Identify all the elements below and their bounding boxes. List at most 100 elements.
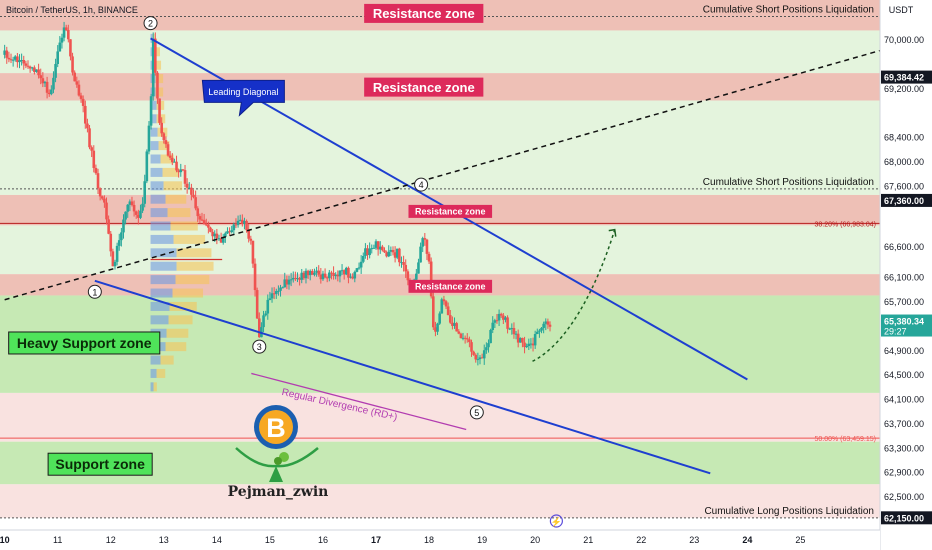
volume-profile-bar <box>155 74 164 84</box>
time-tick: 19 <box>477 535 487 545</box>
candle-body <box>381 246 384 251</box>
candle-body <box>489 329 492 344</box>
price-tick: 66,600.00 <box>884 242 924 252</box>
candle-body <box>434 327 437 332</box>
fib-label: 38.20% (66,983.04) <box>815 221 877 228</box>
zone-label-box <box>8 331 161 355</box>
volume-profile-bar <box>150 368 157 378</box>
volume-profile-bar <box>153 382 157 392</box>
candle-body <box>338 270 342 277</box>
candle-body <box>164 140 168 145</box>
zone-label: Resistance zone <box>415 282 486 292</box>
price-tick: 68,000.00 <box>884 157 924 167</box>
candle-body <box>147 125 151 152</box>
candle-body <box>266 299 270 314</box>
candle-body <box>77 84 81 96</box>
price-axis-background <box>880 0 932 550</box>
candle-body <box>472 351 475 355</box>
volume-profile-bar <box>150 382 154 392</box>
candle-body <box>404 264 408 272</box>
light-red-zone-band <box>0 392 880 442</box>
candle-body <box>480 357 484 359</box>
candle-body <box>455 323 458 332</box>
candle-body <box>41 78 45 84</box>
projection-path <box>532 229 616 362</box>
candle-body <box>11 59 15 61</box>
candle-body <box>113 261 117 267</box>
candle-body <box>470 342 473 352</box>
candle-body <box>249 238 253 241</box>
candle-body <box>28 66 32 69</box>
candle-body <box>313 272 316 275</box>
volume-profile-bar <box>150 221 171 231</box>
candle-body <box>22 60 26 64</box>
candle-body <box>122 219 125 233</box>
currency-label: USDT <box>889 5 914 15</box>
candle-body <box>319 274 323 280</box>
candle-body <box>366 248 369 256</box>
candle-body <box>527 343 531 347</box>
price-tick: 62,900.00 <box>884 468 924 478</box>
price-tag-box <box>881 314 932 337</box>
time-tick: 20 <box>530 535 540 545</box>
bitcoin-icon: B Pejman_zwin <box>228 405 328 500</box>
candle-body <box>485 347 488 351</box>
candle-body <box>190 187 193 195</box>
volume-profile-bar <box>150 275 176 285</box>
candle-body <box>69 39 72 57</box>
candle-body <box>86 123 89 129</box>
zone-label-box <box>408 279 493 293</box>
candle-body <box>531 343 535 346</box>
zone-label-box <box>364 77 484 97</box>
candle-body <box>60 37 64 43</box>
volume-profile-bar <box>162 167 179 177</box>
candle-body <box>389 249 393 252</box>
volume-profile-bar <box>169 301 197 311</box>
candle-body <box>253 263 257 291</box>
candle-body <box>345 267 348 275</box>
candle-body <box>128 201 132 205</box>
volume-profile-bar <box>167 208 191 218</box>
candle-body <box>103 198 106 203</box>
volume-profile-bar <box>150 181 164 191</box>
candle-body <box>429 261 433 297</box>
candle-body <box>321 273 325 280</box>
volume-profile-bar <box>154 60 162 70</box>
volume-profile-bar <box>150 301 170 311</box>
price-tag: 65,380.34 <box>884 317 924 327</box>
candle-body <box>323 273 327 278</box>
candle-body <box>387 251 391 257</box>
time-axis: 10 11 12 13 14 15 16 17 18 19 20 21 22 23 24 25 <box>0 529 880 550</box>
candle-body <box>219 238 223 243</box>
candle-body <box>100 196 104 199</box>
svg-text:Pejman_zwin: Pejman_zwin <box>228 484 328 500</box>
candle-body <box>298 278 301 280</box>
volume-profile-bar <box>150 248 177 258</box>
candle-body <box>544 321 548 324</box>
candle-body <box>391 249 395 253</box>
candle-body <box>285 279 289 285</box>
price-tick: 64,500.00 <box>884 370 924 380</box>
candle-body <box>361 255 365 262</box>
author-logo: B Pejman_zwin <box>228 396 328 506</box>
candle-body <box>279 287 282 291</box>
candle-body <box>141 203 144 211</box>
volume-profile-bar <box>170 221 198 231</box>
candle-body <box>183 170 187 184</box>
candle-body <box>476 359 480 361</box>
wave-label: 2 <box>148 19 153 29</box>
candle-body <box>432 296 435 328</box>
candle-body <box>308 270 312 276</box>
volume-profile-bar <box>150 127 158 137</box>
zone-label: Heavy Support zone <box>17 335 152 351</box>
candle-body <box>224 233 227 237</box>
candle-body <box>209 227 212 232</box>
candle-body <box>245 220 248 231</box>
candle-body <box>228 231 231 233</box>
candle-body <box>306 270 310 276</box>
candle-body <box>173 161 176 163</box>
time-tick: 10 <box>0 535 10 545</box>
candle-body <box>302 272 306 279</box>
candle-body <box>177 170 180 173</box>
